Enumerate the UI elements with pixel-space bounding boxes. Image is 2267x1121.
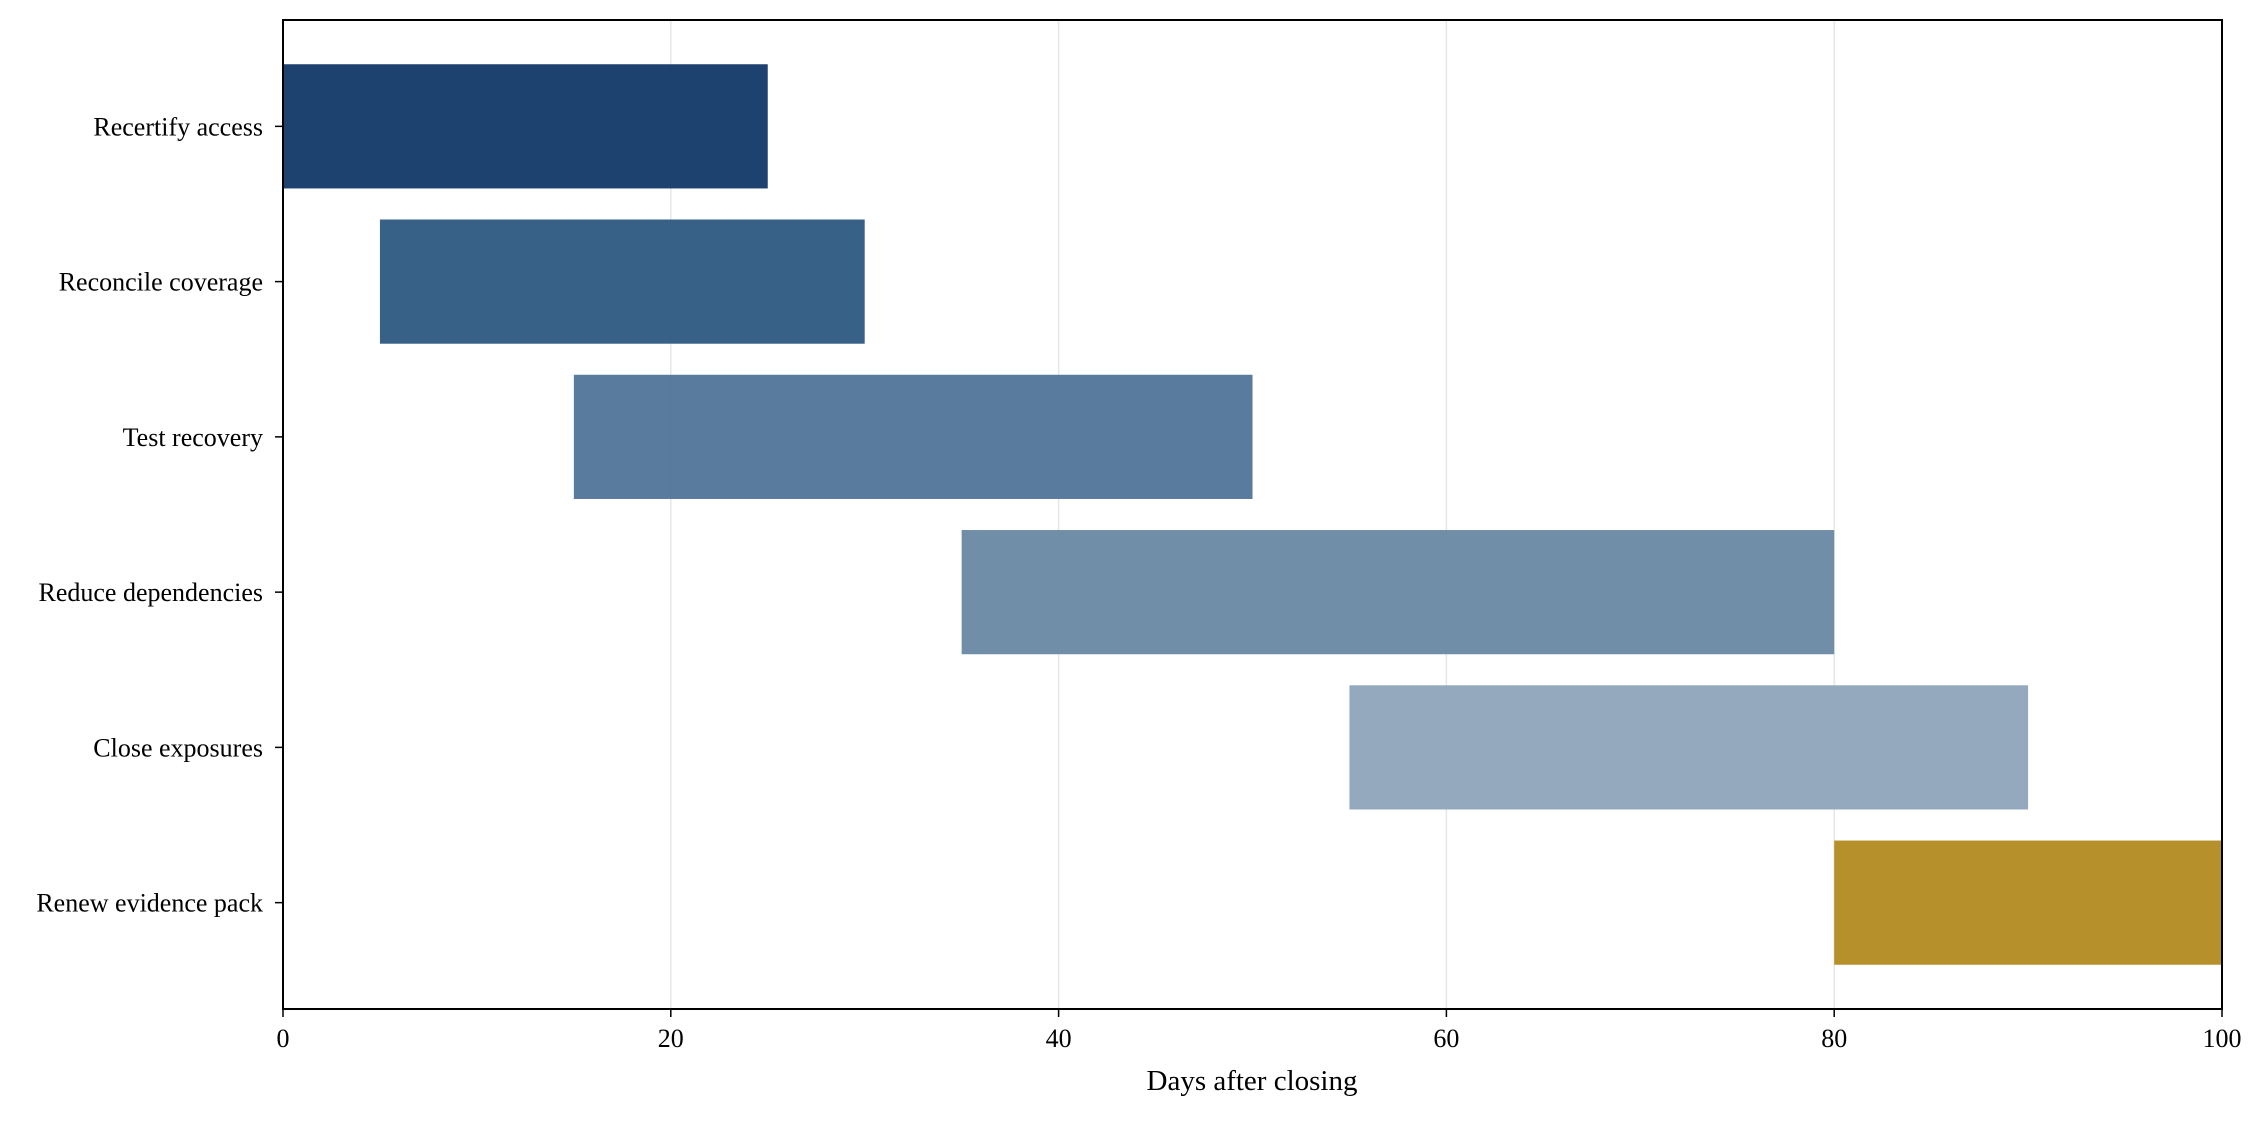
x-axis-label: Days after closing: [1147, 1065, 1358, 1097]
y-tick-label: Recertify access: [93, 112, 263, 141]
x-tick-label: 20: [658, 1024, 684, 1053]
x-tick-label: 40: [1046, 1024, 1072, 1053]
x-tick-label: 80: [1821, 1024, 1847, 1053]
bar: [1834, 840, 2222, 965]
y-tick-label: Reduce dependencies: [38, 578, 263, 607]
x-tick-label: 60: [1433, 1024, 1459, 1053]
x-tick-label: 100: [2203, 1024, 2242, 1053]
y-tick-label: Reconcile coverage: [59, 268, 263, 297]
y-tick-label: Test recovery: [123, 423, 263, 452]
x-tick-label: 0: [277, 1024, 290, 1053]
bar: [1349, 685, 2029, 810]
axes-frame: [282, 19, 2223, 1010]
bar: [961, 530, 1835, 655]
bar: [573, 374, 1253, 499]
y-tick-label: Renew evidence pack: [36, 889, 263, 918]
bar: [283, 64, 768, 189]
bar: [379, 219, 865, 344]
y-tick-label: Close exposures: [93, 733, 263, 762]
